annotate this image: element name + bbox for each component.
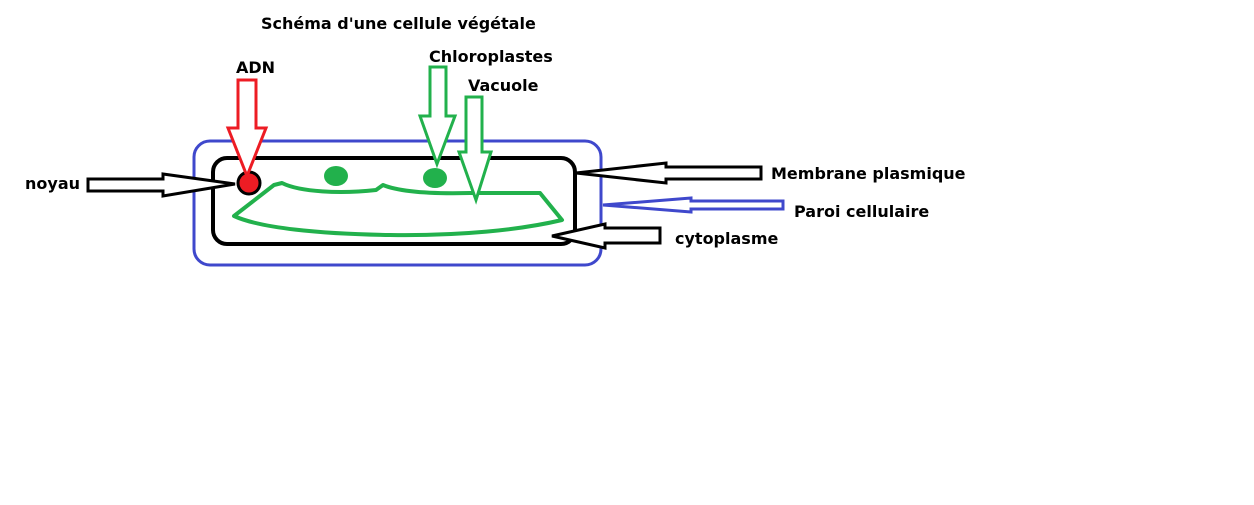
label-paroi: Paroi cellulaire [794, 202, 929, 221]
label-noyau: noyau [25, 174, 80, 193]
plasma-membrane [211, 156, 577, 246]
paroi-arrow [602, 196, 785, 214]
chloroplast [324, 166, 348, 186]
label-membrane: Membrane plasmique [771, 164, 966, 183]
vacuole-arrow [456, 95, 494, 205]
chloroplast [423, 168, 447, 188]
chloroplastes-arrow [417, 65, 458, 169]
membrane-arrow [575, 161, 763, 185]
noyau-arrow [86, 172, 236, 198]
label-vacuole: Vacuole [468, 76, 539, 95]
vacuole [232, 181, 564, 238]
adn-arrow [225, 78, 269, 181]
cytoplasme-arrow [551, 222, 662, 250]
cell-wall [192, 139, 603, 267]
diagram-title: Schéma d'une cellule végétale [261, 14, 536, 33]
nucleus [236, 170, 262, 196]
label-adn: ADN [236, 58, 275, 77]
label-chloroplastes: Chloroplastes [429, 47, 553, 66]
label-cytoplasme: cytoplasme [675, 229, 778, 248]
